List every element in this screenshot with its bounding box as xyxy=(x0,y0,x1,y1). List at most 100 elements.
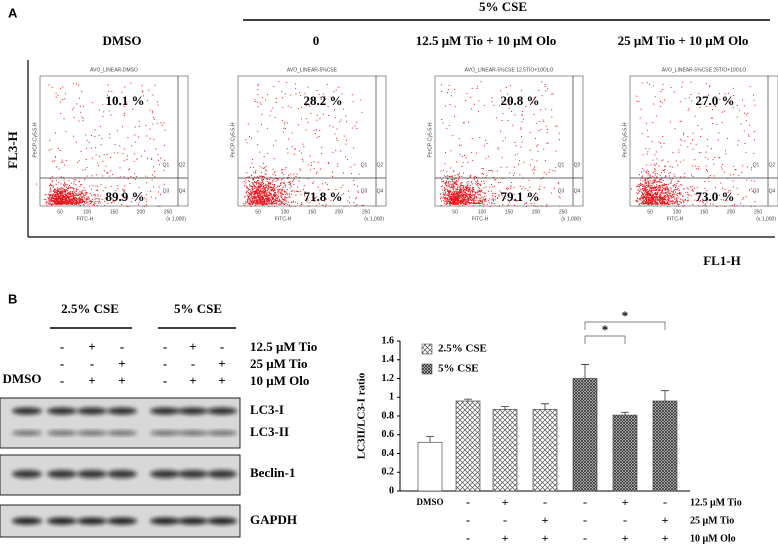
event-dot xyxy=(485,200,487,202)
event-dot xyxy=(462,122,464,124)
event-dot xyxy=(250,200,252,202)
event-dot xyxy=(247,201,249,203)
event-dot xyxy=(648,200,650,202)
event-dot xyxy=(72,195,74,197)
event-dot xyxy=(654,189,656,191)
event-dot xyxy=(664,169,666,171)
event-dot xyxy=(263,156,265,158)
event-dot xyxy=(257,189,259,191)
event-dot xyxy=(540,109,542,111)
plot-tick: 250 xyxy=(164,209,173,215)
event-dot xyxy=(674,202,676,204)
event-dot xyxy=(277,191,279,193)
event-dot xyxy=(112,174,114,176)
band xyxy=(47,517,77,525)
event-dot xyxy=(660,178,662,180)
event-dot xyxy=(283,190,285,192)
event-dot xyxy=(247,199,249,201)
event-dot xyxy=(732,186,734,188)
event-dot xyxy=(107,84,109,86)
event-dot xyxy=(467,190,469,192)
event-dot xyxy=(54,194,56,196)
event-dot xyxy=(254,191,256,193)
event-dot xyxy=(94,197,96,199)
event-dot xyxy=(749,86,751,88)
event-dot xyxy=(81,198,83,200)
event-dot xyxy=(80,202,82,204)
event-dot xyxy=(74,194,76,196)
event-dot xyxy=(54,192,56,194)
event-dot xyxy=(273,190,275,192)
percent-label: 71.8 % xyxy=(304,189,343,204)
event-dot xyxy=(670,179,672,181)
event-dot xyxy=(658,141,660,143)
event-dot xyxy=(448,184,450,186)
event-dot xyxy=(644,198,646,200)
event-dot xyxy=(80,184,82,186)
event-dot xyxy=(656,188,658,190)
event-dot xyxy=(638,189,640,191)
y-tick-label: 1.2 xyxy=(382,373,395,384)
event-dot xyxy=(647,193,649,195)
event-dot xyxy=(84,179,86,181)
event-dot xyxy=(484,145,486,147)
event-dot xyxy=(479,190,481,192)
significance-bracket xyxy=(584,335,626,344)
event-dot xyxy=(721,164,723,166)
event-dot xyxy=(253,181,255,183)
event-dot xyxy=(698,195,700,197)
event-dot xyxy=(81,197,83,199)
event-dot xyxy=(480,180,482,182)
event-dot xyxy=(256,191,258,193)
event-dot xyxy=(452,200,454,202)
event-dot xyxy=(748,135,750,137)
event-dot xyxy=(138,203,140,205)
event-dot xyxy=(108,137,110,139)
event-dot xyxy=(467,177,469,179)
event-dot xyxy=(249,181,251,183)
event-dot xyxy=(655,179,657,181)
event-dot xyxy=(710,148,712,150)
event-dot xyxy=(462,189,464,191)
event-dot xyxy=(539,185,541,187)
event-dot xyxy=(336,140,338,142)
event-dot xyxy=(247,176,249,178)
event-dot xyxy=(639,198,641,200)
event-dot xyxy=(272,187,274,189)
event-dot xyxy=(274,189,276,191)
event-dot xyxy=(73,201,75,203)
event-dot xyxy=(462,193,464,195)
event-dot xyxy=(246,190,248,192)
event-dot xyxy=(157,154,159,156)
event-dot xyxy=(59,197,61,199)
event-dot xyxy=(477,180,479,182)
event-dot xyxy=(484,192,486,194)
event-dot xyxy=(256,200,258,202)
event-dot xyxy=(492,186,494,188)
event-dot xyxy=(736,116,738,118)
event-dot xyxy=(106,97,108,99)
event-dot xyxy=(275,195,277,197)
event-dot xyxy=(275,196,277,198)
event-dot xyxy=(642,198,644,200)
event-dot xyxy=(735,169,737,171)
event-dot xyxy=(77,161,79,163)
event-dot xyxy=(452,194,454,196)
event-dot xyxy=(266,198,268,200)
event-dot xyxy=(660,189,662,191)
event-dot xyxy=(658,165,660,167)
event-dot xyxy=(313,181,315,183)
event-dot xyxy=(105,186,107,188)
event-dot xyxy=(506,188,508,190)
event-dot xyxy=(478,184,480,186)
event-dot xyxy=(255,200,257,202)
event-dot xyxy=(712,159,714,161)
event-dot xyxy=(451,184,453,186)
event-dot xyxy=(129,183,131,185)
event-dot xyxy=(259,165,261,167)
event-dot xyxy=(698,92,700,94)
event-dot xyxy=(315,99,317,101)
event-dot xyxy=(659,174,661,176)
event-dot xyxy=(465,192,467,194)
event-dot xyxy=(283,182,285,184)
